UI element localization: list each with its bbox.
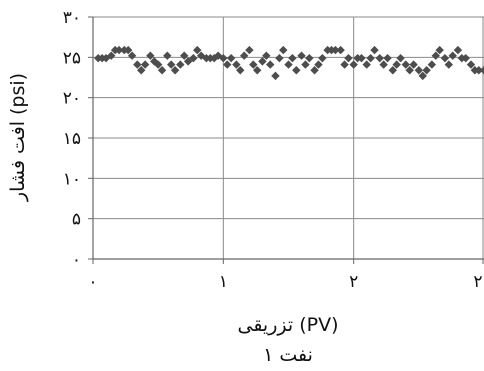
grid-layer [93,16,484,259]
data-point [114,45,124,55]
data-point [133,60,142,69]
y-tick-label: ۳۰ [63,8,81,28]
y-tick-label: ۲۵ [63,48,81,68]
label-layer: تزریقی (PV) نفت ۱ افت فشار (psi) [7,73,339,366]
data-point [301,60,310,69]
data-point [236,66,245,75]
data-point [474,66,483,75]
data-point [249,60,258,69]
data-point [284,60,293,69]
data-point [288,53,297,63]
y-tick-label: ۰ [72,250,81,270]
data-point [146,51,155,60]
data-point [196,51,206,60]
data-point [357,53,366,63]
x-tick-label: ۱ [219,272,228,292]
data-point [232,60,241,69]
data-point [167,60,176,69]
data-point [245,45,254,55]
data-point [137,66,146,75]
data-point [170,66,180,75]
data-point [448,51,457,60]
x-axis-title: تزریقی (PV) [237,314,338,336]
data-point [392,60,401,69]
data-point [418,71,427,81]
data-point [375,53,384,63]
data-point [219,53,228,63]
data-point [340,60,349,69]
data-point [226,53,236,63]
x-tick-label: ۲ [473,272,482,292]
data-point [422,66,431,75]
data-point [140,60,150,69]
data-point [435,45,444,55]
data-point [401,60,410,69]
data-point [362,60,371,69]
data-point [262,51,271,60]
data-point [127,51,137,60]
data-point [189,53,198,63]
data-point [292,66,301,75]
x-tick-label: ۰ [88,272,97,292]
data-point [176,60,185,69]
data-point [318,53,327,63]
data-point [223,60,232,69]
data-point [414,66,424,75]
y-tick-label: ۲۰ [63,89,81,109]
data-point [239,51,249,60]
data-point [479,66,484,75]
data-point [305,53,314,63]
data-point [297,51,306,60]
data-point [379,60,388,69]
data-point [123,45,133,55]
data-point [349,60,358,69]
y-tick-label: ۱۵ [63,129,81,149]
data-point [275,53,284,63]
data-point [157,66,167,75]
data-point [271,71,280,81]
data-point [409,60,418,69]
y-axis-title: افت فشار (psi) [7,73,29,202]
data-point [253,66,262,75]
data-point [310,66,319,75]
chart-title: نفت ۱ [263,344,313,366]
data-point-layer [94,45,484,81]
data-point [193,45,202,55]
data-point [107,51,116,60]
data-point [331,45,340,55]
data-point [153,60,163,69]
data-point [453,45,463,55]
x-tick-label: ۲ [349,272,358,292]
data-point [444,60,454,69]
data-point [383,53,392,63]
data-point [461,53,470,63]
data-point [440,53,450,63]
data-point [314,60,323,69]
data-point [344,53,353,63]
data-point [396,53,405,63]
data-point [266,60,275,69]
data-point [258,57,267,66]
y-tick-label: ۱۰ [63,169,81,189]
data-point [405,66,414,75]
tick-label-layer: ۰ ۵ ۱۰ ۱۵ ۲۰ ۲۵ ۳۰ ۰ ۱ ۲ ۲ [63,8,483,292]
data-point [366,53,375,63]
data-point [370,45,379,55]
y-tick-label: ۵ [72,210,81,230]
data-point [180,51,189,60]
data-point [183,57,193,66]
data-point [466,60,476,69]
data-point [279,45,288,55]
data-point [427,60,437,69]
data-point [431,51,440,60]
data-point [163,51,172,60]
data-point [388,66,397,75]
data-point [336,45,345,55]
axis-layer [88,16,484,264]
